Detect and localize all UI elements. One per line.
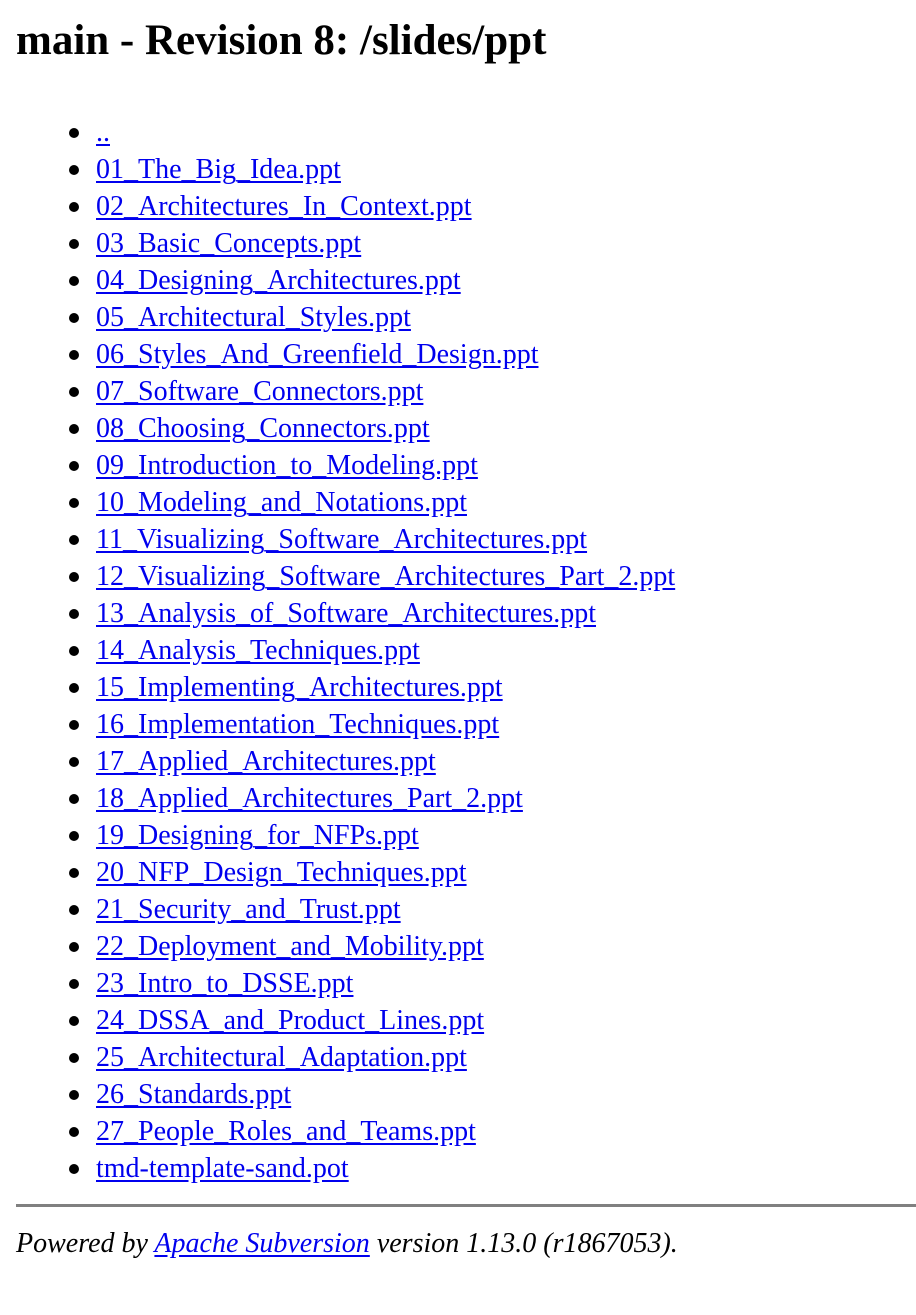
list-item: 15_Implementing_Architectures.ppt: [69, 669, 916, 706]
bullet-icon: [69, 461, 79, 471]
file-link[interactable]: 12_Visualizing_Software_Architectures_Pa…: [96, 561, 676, 592]
bullet-icon: [69, 535, 79, 545]
list-item: 17_Applied_Architectures.ppt: [69, 743, 916, 780]
bullet-icon: [69, 276, 79, 286]
bullet-icon: [69, 1090, 79, 1100]
bullet-icon: [69, 794, 79, 804]
bullet-icon: [69, 646, 79, 656]
bullet-icon: [69, 239, 79, 249]
list-item: 12_Visualizing_Software_Architectures_Pa…: [69, 558, 916, 595]
list-item: 21_Security_and_Trust.ppt: [69, 891, 916, 928]
file-link[interactable]: 18_Applied_Architectures_Part_2.ppt: [96, 783, 523, 814]
file-link[interactable]: 07_Software_Connectors.ppt: [96, 376, 424, 407]
footer-prefix: Powered by: [16, 1228, 155, 1259]
list-item: 02_Architectures_In_Context.ppt: [69, 188, 916, 225]
bullet-icon: [69, 313, 79, 323]
file-link[interactable]: 19_Designing_for_NFPs.ppt: [96, 820, 419, 851]
apache-subversion-link[interactable]: Apache Subversion: [154, 1228, 370, 1259]
list-item: 03_Basic_Concepts.ppt: [69, 225, 916, 262]
list-item: 25_Architectural_Adaptation.ppt: [69, 1039, 916, 1076]
list-item: 04_Designing_Architectures.ppt: [69, 262, 916, 299]
file-link[interactable]: 06_Styles_And_Greenfield_Design.ppt: [96, 339, 539, 370]
list-item: 11_Visualizing_Software_Architectures.pp…: [69, 521, 916, 558]
file-link[interactable]: 25_Architectural_Adaptation.ppt: [96, 1042, 467, 1073]
file-link[interactable]: 21_Security_and_Trust.ppt: [96, 894, 401, 925]
bullet-icon: [69, 683, 79, 693]
file-link[interactable]: 14_Analysis_Techniques.ppt: [96, 635, 420, 666]
file-link[interactable]: 23_Intro_to_DSSE.ppt: [96, 968, 354, 999]
list-item: ..: [69, 114, 916, 151]
file-link[interactable]: 22_Deployment_and_Mobility.ppt: [96, 931, 484, 962]
file-link[interactable]: 10_Modeling_and_Notations.ppt: [96, 487, 467, 518]
list-item: 19_Designing_for_NFPs.ppt: [69, 817, 916, 854]
bullet-icon: [69, 720, 79, 730]
list-item: 13_Analysis_of_Software_Architectures.pp…: [69, 595, 916, 632]
file-link[interactable]: 13_Analysis_of_Software_Architectures.pp…: [96, 598, 596, 629]
bullet-icon: [69, 387, 79, 397]
page-title: main - Revision 8: /slides/ppt: [16, 17, 547, 64]
file-link[interactable]: 20_NFP_Design_Techniques.ppt: [96, 857, 467, 888]
file-link[interactable]: 03_Basic_Concepts.ppt: [96, 228, 362, 259]
file-link[interactable]: 17_Applied_Architectures.ppt: [96, 746, 436, 777]
bullet-icon: [69, 757, 79, 767]
file-link[interactable]: 08_Choosing_Connectors.ppt: [96, 413, 430, 444]
bullet-icon: [69, 1164, 79, 1174]
bullet-icon: [69, 1127, 79, 1137]
bullet-icon: [69, 202, 79, 212]
bullet-icon: [69, 498, 79, 508]
bullet-icon: [69, 868, 79, 878]
page: main - Revision 8: /slides/ppt .. 01_The…: [0, 17, 916, 1261]
list-item: 23_Intro_to_DSSE.ppt: [69, 965, 916, 1002]
file-listing: .. 01_The_Big_Idea.ppt 02_Architectures_…: [16, 114, 916, 1187]
file-link[interactable]: 04_Designing_Architectures.ppt: [96, 265, 461, 296]
list-item: 06_Styles_And_Greenfield_Design.ppt: [69, 336, 916, 373]
file-link[interactable]: 16_Implementation_Techniques.ppt: [96, 709, 500, 740]
file-link[interactable]: 15_Implementing_Architectures.ppt: [96, 672, 503, 703]
footer-version: version 1.13.0 (r1867053).: [369, 1228, 678, 1259]
file-link[interactable]: 02_Architectures_In_Context.ppt: [96, 191, 472, 222]
bullet-icon: [69, 905, 79, 915]
bullet-icon: [69, 165, 79, 175]
bullet-icon: [69, 1053, 79, 1063]
file-link[interactable]: 11_Visualizing_Software_Architectures.pp…: [96, 524, 588, 555]
list-item: 26_Standards.ppt: [69, 1076, 916, 1113]
bullet-icon: [69, 831, 79, 841]
list-item: 08_Choosing_Connectors.ppt: [69, 410, 916, 447]
list-item: 14_Analysis_Techniques.ppt: [69, 632, 916, 669]
list-item: 01_The_Big_Idea.ppt: [69, 151, 916, 188]
bullet-icon: [69, 424, 79, 434]
list-item: 18_Applied_Architectures_Part_2.ppt: [69, 780, 916, 817]
file-link[interactable]: 26_Standards.ppt: [96, 1079, 292, 1110]
bullet-icon: [69, 350, 79, 360]
file-link[interactable]: 05_Architectural_Styles.ppt: [96, 302, 411, 333]
footer: Powered by Apache Subversion version 1.1…: [16, 1227, 916, 1261]
footer-divider: [16, 1204, 916, 1207]
bullet-icon: [69, 609, 79, 619]
file-link[interactable]: 27_People_Roles_and_Teams.ppt: [96, 1116, 476, 1147]
list-item: tmd-template-sand.pot: [69, 1150, 916, 1187]
bullet-icon: [69, 979, 79, 989]
list-item: 07_Software_Connectors.ppt: [69, 373, 916, 410]
list-item: 16_Implementation_Techniques.ppt: [69, 706, 916, 743]
parent-directory-link[interactable]: ..: [96, 117, 110, 148]
list-item: 09_Introduction_to_Modeling.ppt: [69, 447, 916, 484]
bullet-icon: [69, 572, 79, 582]
bullet-icon: [69, 1016, 79, 1026]
list-item: 20_NFP_Design_Techniques.ppt: [69, 854, 916, 891]
file-link[interactable]: 24_DSSA_and_Product_Lines.ppt: [96, 1005, 485, 1036]
list-item: 22_Deployment_and_Mobility.ppt: [69, 928, 916, 965]
bullet-icon: [69, 128, 79, 138]
bullet-icon: [69, 942, 79, 952]
list-item: 05_Architectural_Styles.ppt: [69, 299, 916, 336]
file-link[interactable]: 01_The_Big_Idea.ppt: [96, 154, 341, 185]
file-link[interactable]: 09_Introduction_to_Modeling.ppt: [96, 450, 478, 481]
list-item: 27_People_Roles_and_Teams.ppt: [69, 1113, 916, 1150]
list-item: 10_Modeling_and_Notations.ppt: [69, 484, 916, 521]
list-item: 24_DSSA_and_Product_Lines.ppt: [69, 1002, 916, 1039]
file-link[interactable]: tmd-template-sand.pot: [96, 1153, 349, 1184]
